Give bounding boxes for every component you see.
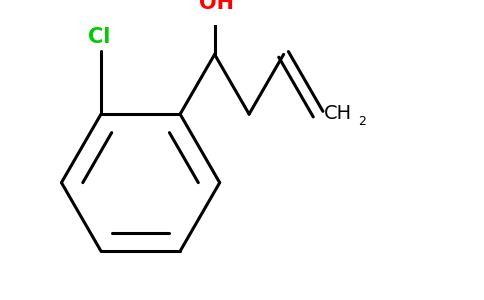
Text: OH: OH bbox=[199, 0, 234, 13]
Text: Cl: Cl bbox=[88, 27, 110, 47]
Text: 2: 2 bbox=[358, 115, 365, 128]
Text: CH: CH bbox=[324, 103, 352, 123]
